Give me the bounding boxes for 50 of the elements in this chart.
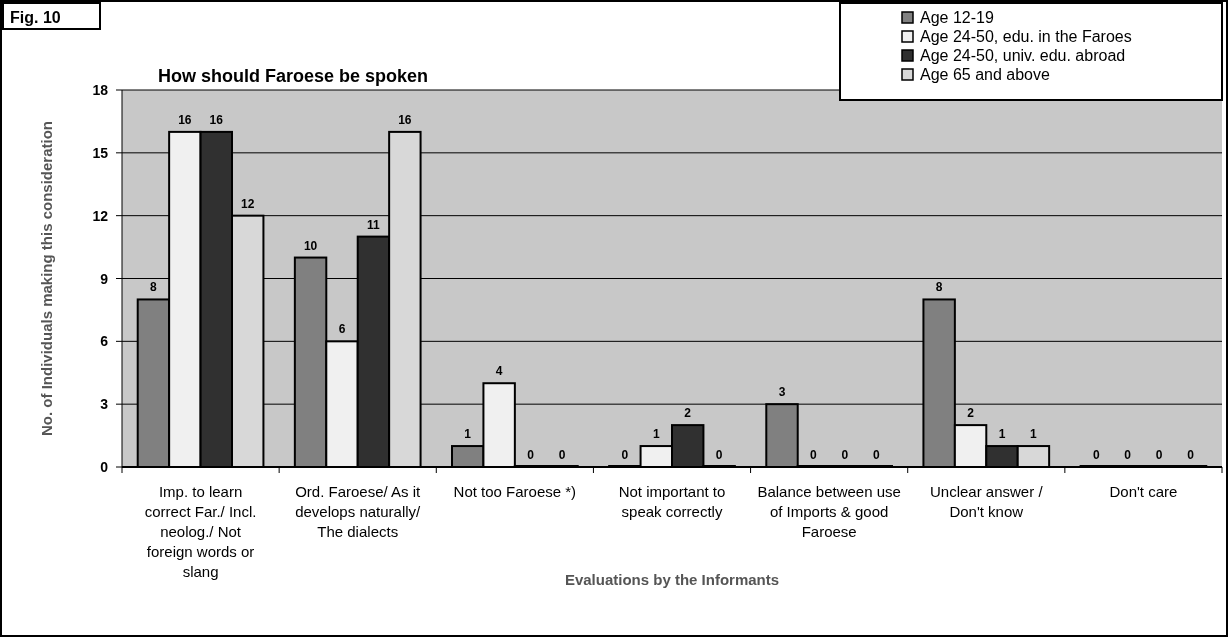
x-axis-title: Evaluations by the Informants bbox=[564, 571, 780, 588]
y-tick-label: 18 bbox=[92, 82, 109, 98]
y-axis-title: No. of Individuals making this consideration bbox=[38, 120, 55, 437]
data-label: 0 bbox=[621, 448, 629, 462]
x-tick-label: Not important to speak correctly bbox=[618, 483, 726, 520]
x-tick-label: Don't care bbox=[1109, 483, 1178, 500]
data-label: 10 bbox=[303, 238, 318, 253]
data-label: 0 bbox=[1092, 448, 1100, 462]
data-label: 16 bbox=[209, 112, 224, 127]
data-label: 0 bbox=[1187, 448, 1195, 462]
data-label: 0 bbox=[1155, 448, 1163, 462]
data-label: 0 bbox=[558, 448, 566, 462]
data-label: 12 bbox=[241, 196, 255, 211]
data-label: 16 bbox=[398, 112, 412, 127]
data-label: 0 bbox=[715, 448, 723, 462]
legend-label: Age 65 and above bbox=[920, 66, 1050, 83]
data-label: 0 bbox=[841, 448, 849, 462]
legend-label: Age 24-50, univ. edu. abroad bbox=[920, 47, 1126, 64]
data-label: 8 bbox=[150, 280, 158, 295]
data-label: 4 bbox=[495, 364, 503, 379]
data-label: 1 bbox=[1030, 427, 1038, 442]
x-tick-label: Not too Faroese *) bbox=[453, 483, 577, 500]
x-tick-label: Balance between use of Imports & good Faroese bbox=[757, 483, 901, 540]
data-label: 1 bbox=[464, 427, 472, 442]
data-label: 11 bbox=[367, 217, 381, 232]
y-tick-label: 3 bbox=[100, 396, 109, 413]
chart-title: How should Faroese be spoken bbox=[158, 66, 429, 86]
legend-label: Age 24-50, edu. in the Faroes bbox=[920, 28, 1132, 45]
data-label: 8 bbox=[935, 280, 943, 295]
data-label: 0 bbox=[810, 448, 818, 462]
data-label: 0 bbox=[527, 448, 535, 462]
y-tick-label: 0 bbox=[100, 459, 109, 475]
y-tick-label: 15 bbox=[92, 144, 109, 161]
data-label: 2 bbox=[967, 406, 975, 421]
data-label: 6 bbox=[338, 322, 346, 337]
data-label: 3 bbox=[778, 385, 786, 400]
data-label: 0 bbox=[872, 448, 880, 462]
x-tick-label: Ord. Faroese/ As it develops naturally/ The dialects bbox=[295, 483, 422, 540]
y-tick-label: 12 bbox=[92, 207, 109, 224]
data-label: 1 bbox=[998, 427, 1006, 442]
caption: Fig. 10 bbox=[10, 9, 61, 26]
data-label: 2 bbox=[684, 406, 692, 421]
x-tick-label: Imp. to learn correct Far./ Incl. neolog./ Not foreign words or slang bbox=[144, 483, 257, 580]
data-label: 1 bbox=[652, 427, 660, 442]
legend-label: Age 12-19 bbox=[920, 9, 994, 26]
y-tick-label: 6 bbox=[100, 333, 109, 350]
y-tick-label: 9 bbox=[100, 270, 109, 287]
data-label: 0 bbox=[1124, 448, 1132, 462]
x-tick-label: Unclear answer / Don't know bbox=[930, 483, 1044, 520]
data-label: 16 bbox=[178, 112, 192, 127]
